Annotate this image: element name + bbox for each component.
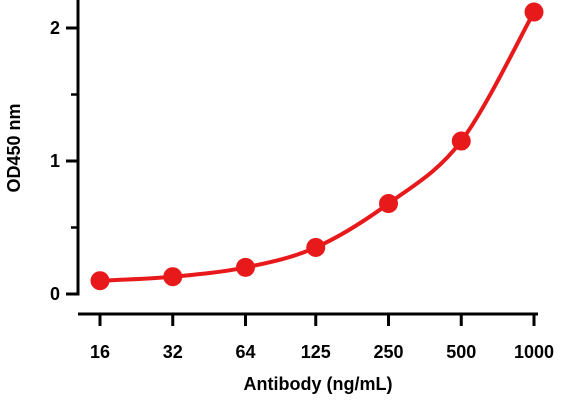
x-tick-label: 250: [373, 342, 403, 362]
data-point: [306, 237, 326, 257]
y-tick-label: 1: [50, 151, 60, 171]
x-tick-label: 1000: [514, 342, 554, 362]
data-point: [163, 267, 183, 287]
y-tick-label: 0: [50, 284, 60, 304]
y-tick-label: 2: [50, 18, 60, 38]
data-point: [524, 2, 544, 22]
y-axis-title: OD450 nm: [4, 103, 24, 192]
x-axis-title: Antibody (ng/mL): [244, 374, 393, 394]
x-tick-label: 500: [446, 342, 476, 362]
x-tick-label: 32: [163, 342, 183, 362]
x-tick-label: 16: [90, 342, 110, 362]
x-tick-label: 64: [235, 342, 255, 362]
data-point: [90, 271, 110, 291]
data-point: [235, 257, 255, 277]
x-tick-label: 125: [301, 342, 331, 362]
axes: [66, 0, 538, 326]
tick-labels: 0 1 2 16 32 64 125 250 500 1000: [50, 18, 554, 362]
series-layer: [90, 2, 544, 291]
data-point: [451, 131, 471, 151]
data-point: [379, 194, 399, 214]
